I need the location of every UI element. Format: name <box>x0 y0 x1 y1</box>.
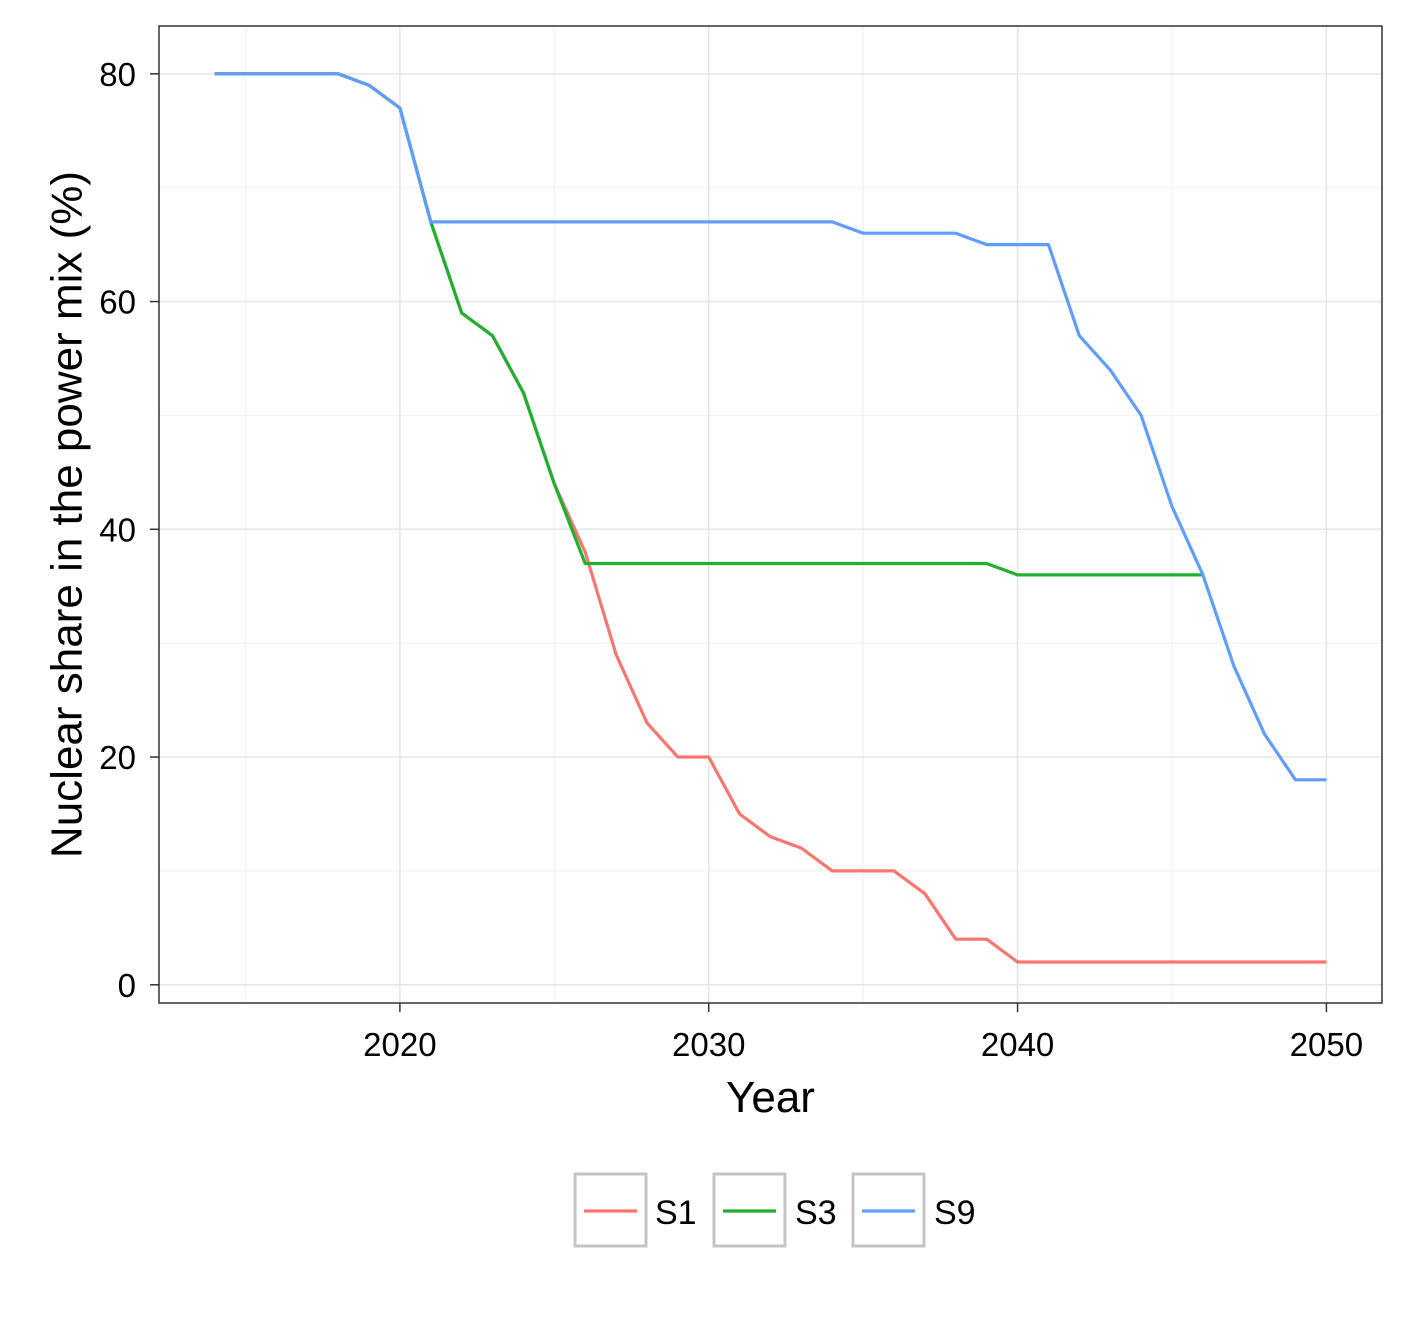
y-tick-label: 20 <box>99 739 136 776</box>
x-tick-label: 2030 <box>672 1026 745 1063</box>
legend: S1 S3 S9 <box>573 1172 976 1248</box>
plot-lines <box>214 72 1327 964</box>
y-tick-label: 0 <box>118 967 136 1004</box>
legend-key-s1 <box>573 1172 648 1248</box>
legend-key-s3 <box>712 1172 787 1248</box>
legend-label-s3: S3 <box>795 1194 837 1232</box>
y-axis-title: Nuclear share in the power mix (%) <box>43 171 92 858</box>
y-tick-label: 40 <box>99 511 136 548</box>
legend-label-s1: S1 <box>655 1194 697 1232</box>
x-axis-title: Year <box>726 1073 815 1122</box>
x-tick-label: 2050 <box>1290 1026 1363 1063</box>
grid <box>159 26 1382 1003</box>
y-tick-label: 60 <box>99 284 136 321</box>
x-tick-label: 2040 <box>981 1026 1054 1063</box>
series-line-s9 <box>214 72 1327 782</box>
legend-key-s9 <box>851 1172 926 1248</box>
x-tick-label: 2020 <box>363 1026 436 1063</box>
series-line-s1 <box>214 72 1327 964</box>
y-tick-label: 80 <box>99 56 136 93</box>
legend-label-s9: S9 <box>934 1194 976 1232</box>
plot-panel-border <box>158 25 1383 1004</box>
